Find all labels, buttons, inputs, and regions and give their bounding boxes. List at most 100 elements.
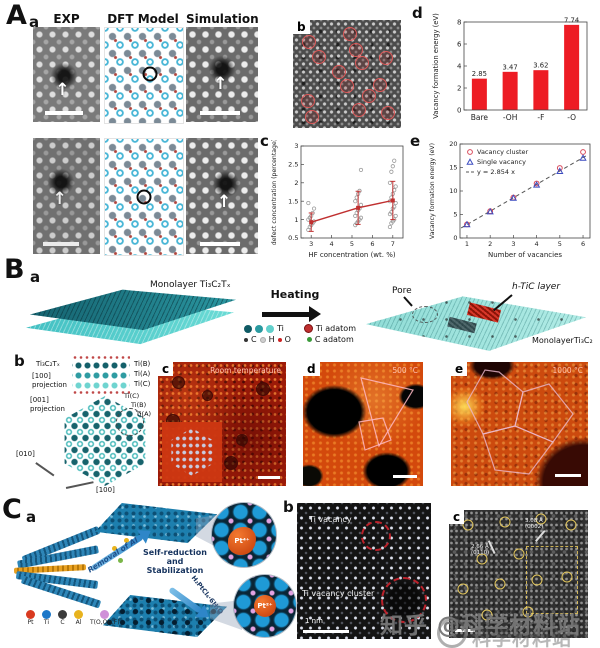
panel-c-sub-b: b [283, 498, 294, 516]
atom-legend: Ti Ti adatom C H O C adatom [244, 324, 394, 344]
svg-text:6: 6 [457, 40, 462, 48]
ti-c-label: Ti(C) [134, 380, 151, 388]
svg-text:2: 2 [294, 179, 298, 187]
column-header-exp: EXP [53, 12, 80, 26]
svg-text:3: 3 [309, 240, 313, 248]
panel-a-sub-c: c [260, 132, 269, 150]
svg-text:8: 8 [457, 18, 461, 26]
stm-1000c-image: e 1000 °C [451, 362, 588, 486]
svg-text:Vacancy formation energy (eV): Vacancy formation energy (eV) [432, 13, 440, 119]
svg-text:Number of vacancies: Number of vacancies [488, 251, 562, 259]
process-text: Self-reduction and Stabilization [136, 548, 214, 575]
panel-b-sub-e: e [451, 362, 468, 376]
svg-text:2.5: 2.5 [288, 161, 298, 169]
defect-marker [373, 77, 388, 92]
panel-b-label: B [4, 254, 25, 285]
defect-marker [513, 548, 524, 560]
pt2-ion: Pt²⁺ [254, 595, 276, 617]
hex-ti-b-label: Ti(B) [131, 401, 147, 409]
ti-vacancy-cluster-ring [381, 577, 427, 623]
t-site-dots [72, 356, 130, 359]
svg-text:4: 4 [535, 240, 539, 248]
scale-bar [45, 111, 83, 115]
stm-500c-image: d 500 °C [303, 362, 423, 486]
svg-text:Vacancy formation energy (eV): Vacancy formation energy (eV) [429, 143, 436, 239]
panel-a-sub-a: a [29, 13, 40, 31]
ti-light-icon [266, 324, 274, 333]
svg-text:7: 7 [391, 240, 395, 248]
projection-100-line1: [100] [32, 372, 51, 380]
svg-text:Bare: Bare [471, 113, 489, 122]
column-header-simulation: Simulation [186, 12, 259, 26]
panel-b-sub-b: b [14, 352, 25, 370]
pt4-ion: Pt⁴⁺ [228, 527, 256, 555]
legend-dot-icon [42, 610, 51, 619]
defect-marker [481, 609, 493, 621]
panel-a-sub-d: d [412, 4, 423, 22]
defect-marker [343, 27, 358, 42]
panel-c-legend: Pt Ti C Al T(O,OH,F) [26, 610, 120, 627]
ti-label: Ti [277, 324, 284, 333]
vacancy-spot [47, 168, 76, 197]
ti-adatom-icon [303, 324, 313, 333]
formula-label: Ti₃C₂Tₓ [36, 360, 60, 368]
legend-label: C [60, 619, 65, 626]
svg-text:3: 3 [294, 142, 298, 150]
htic-label: h-TiC layer [512, 282, 561, 292]
monolayer-tic-label: Monolayer Ti₃C₂Tₓ [150, 280, 231, 290]
room-temperature-caption: Room temperature [210, 366, 281, 375]
legend-dot-icon [100, 610, 110, 619]
column-header-dft-model: DFT Model [107, 12, 179, 26]
ti-b-label: Ti(B) [134, 360, 151, 368]
al-atom-icon [112, 546, 117, 551]
svg-text:-F: -F [537, 113, 544, 122]
svg-text:2: 2 [457, 84, 461, 92]
defect-marker [531, 574, 543, 586]
svg-text:10: 10 [449, 187, 457, 195]
dft-model-image-1 [104, 27, 184, 124]
vacancy-spot [211, 170, 240, 199]
panel-b-sub-d: d [303, 362, 320, 376]
temp-1000-caption: 1000 °C [552, 366, 583, 375]
projection-001-line2: projection [30, 405, 65, 413]
defect-marker [462, 519, 474, 531]
defect-ring [256, 382, 270, 396]
ti-a-label: Ti(A) [134, 370, 151, 378]
up-arrow-icon: ↑ [213, 74, 228, 95]
defect-marker [522, 606, 534, 618]
process-line-1: Self-reduction [143, 548, 207, 557]
c-atom-icon [244, 337, 248, 342]
d-spacing-annotation-1: 3.08 Å (0002) [525, 518, 543, 531]
pt4-inset-circle: Pt⁴⁺ [212, 503, 276, 567]
watermark-text: 知乎 @科学材料站 [380, 613, 582, 639]
ti-vacancy-label: Ti vacancy [309, 515, 352, 524]
measure-tick [535, 530, 546, 542]
atom-legend-row-1: Ti Ti adatom [244, 324, 394, 333]
legend-label: Pt [27, 619, 34, 626]
legend-item: T(O,OH,F) [90, 610, 120, 627]
circled-atom-marker [136, 189, 152, 205]
defect-marker [340, 78, 354, 93]
panel-a-sub-e: e [410, 132, 421, 150]
svg-text:1: 1 [294, 216, 298, 224]
svg-text:5: 5 [453, 211, 457, 219]
defect-ring [236, 434, 248, 446]
defect-marker [332, 64, 347, 79]
defect-marker [499, 516, 511, 528]
scale-bar [555, 473, 581, 477]
svg-text:20: 20 [449, 140, 457, 148]
o-label: O [284, 335, 291, 344]
ti-c-row [72, 380, 130, 389]
simulation-image-1: ↑ [186, 27, 258, 122]
svg-text:3: 3 [511, 240, 515, 248]
up-arrow-icon: ↑ [52, 189, 67, 210]
d-spacing-plane: (0002) [525, 524, 544, 531]
c-adatom-label: C adatom [314, 335, 354, 344]
up-arrow-icon: ↑ [55, 80, 70, 101]
hex-ti-a-label: Ti(A) [136, 410, 152, 418]
vacancy-energy-bar-chart: 0 2 4 6 8 2.85 Bare 3.47 -OH 3.62 -F 7.74 -O Vacancy … [430, 10, 595, 134]
simulation-image-2: ↑ [186, 138, 258, 254]
panel-a-sub-b: b [293, 20, 310, 34]
svg-text:5: 5 [558, 240, 562, 248]
region-of-interest-rect [526, 546, 578, 614]
